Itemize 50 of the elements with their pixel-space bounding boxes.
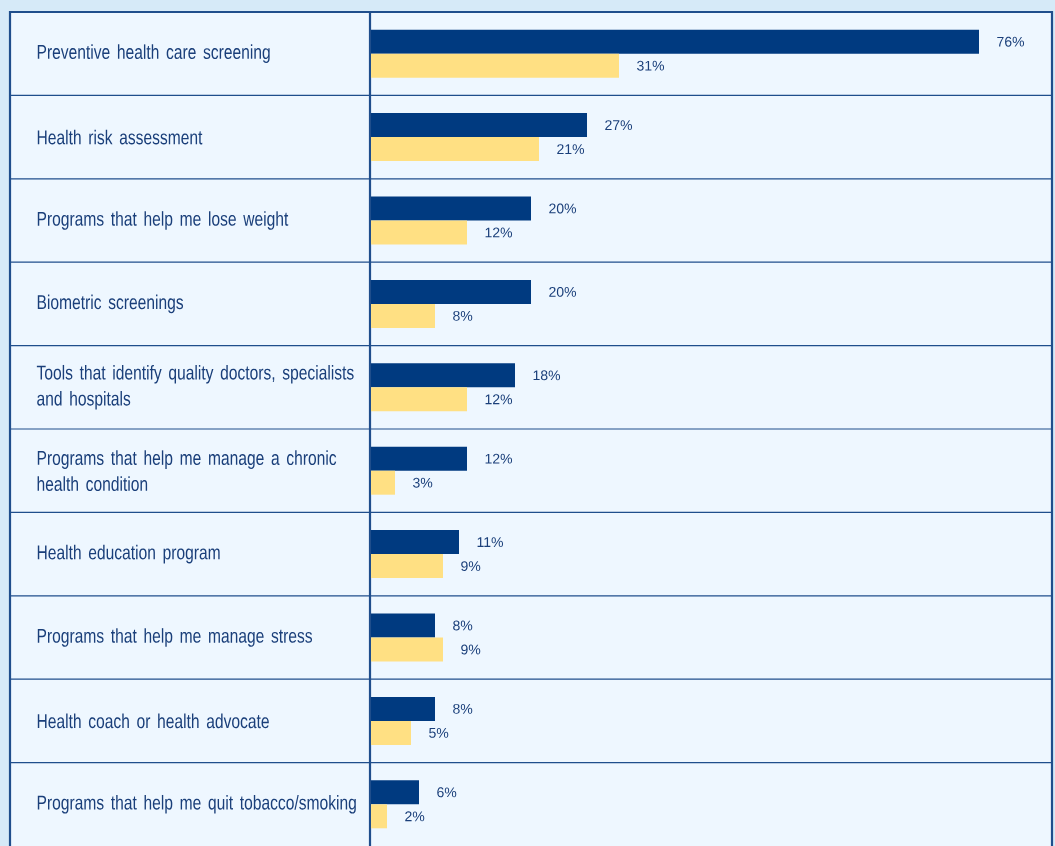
bar: [371, 613, 436, 638]
bar: [371, 303, 436, 328]
bar: [371, 637, 444, 662]
data-label: 8%: [453, 620, 473, 631]
data-label: 31%: [637, 60, 665, 71]
data-label: 21%: [557, 144, 585, 155]
bar: [371, 220, 468, 245]
bar: [371, 279, 531, 304]
bar: [371, 696, 436, 721]
data-label: 12%: [485, 394, 513, 405]
y-tick-label: Programs that help me quit tobacco/smoking: [37, 794, 356, 814]
data-label: 27%: [605, 120, 633, 131]
data-label: 2%: [405, 811, 425, 822]
y-tick-label: Health risk assessment: [37, 129, 203, 145]
y-tick-label: Health education program: [37, 544, 220, 564]
bar: [371, 387, 468, 412]
data-label: 3%: [413, 477, 433, 488]
y-tick-label: Tools that identify quality doctors, specialists and hospitals: [36, 364, 354, 410]
bar: [371, 530, 460, 555]
y-tick-label: Biometric screenings: [37, 294, 184, 314]
bar: [371, 196, 531, 221]
y-tick-label: Programs that help me manage stress: [37, 628, 313, 647]
y-tick-label: Programs that help me lose weight: [37, 211, 289, 230]
bar: [371, 363, 516, 388]
data-label: 12%: [485, 227, 513, 238]
y-tick-label: Programs that help me manage a chronic health condition: [37, 450, 337, 492]
data-label: 9%: [461, 644, 481, 655]
data-label: 18%: [533, 370, 561, 381]
data-label: 9%: [461, 561, 481, 572]
data-label: 8%: [453, 703, 473, 714]
y-tick-label: Health coach or health advocate: [37, 713, 269, 729]
data-label: 12%: [485, 453, 513, 464]
bar: [371, 804, 388, 829]
data-label: 6%: [437, 787, 457, 798]
bar: [371, 53, 620, 78]
bar: [371, 780, 420, 805]
data-label: 76%: [997, 36, 1025, 47]
data-label: 5%: [429, 727, 449, 738]
data-label: 20%: [549, 203, 577, 214]
y-tick-label: Preventive health care screening: [37, 44, 270, 64]
data-label: 20%: [549, 286, 577, 297]
bar: [371, 113, 588, 138]
data-label: 8%: [453, 310, 473, 321]
bar: [371, 137, 539, 162]
bar: [371, 720, 412, 745]
bar: [371, 29, 980, 54]
bar: [371, 470, 396, 495]
bar: [371, 446, 468, 471]
data-label: 11%: [477, 537, 504, 547]
bar: [371, 554, 444, 579]
